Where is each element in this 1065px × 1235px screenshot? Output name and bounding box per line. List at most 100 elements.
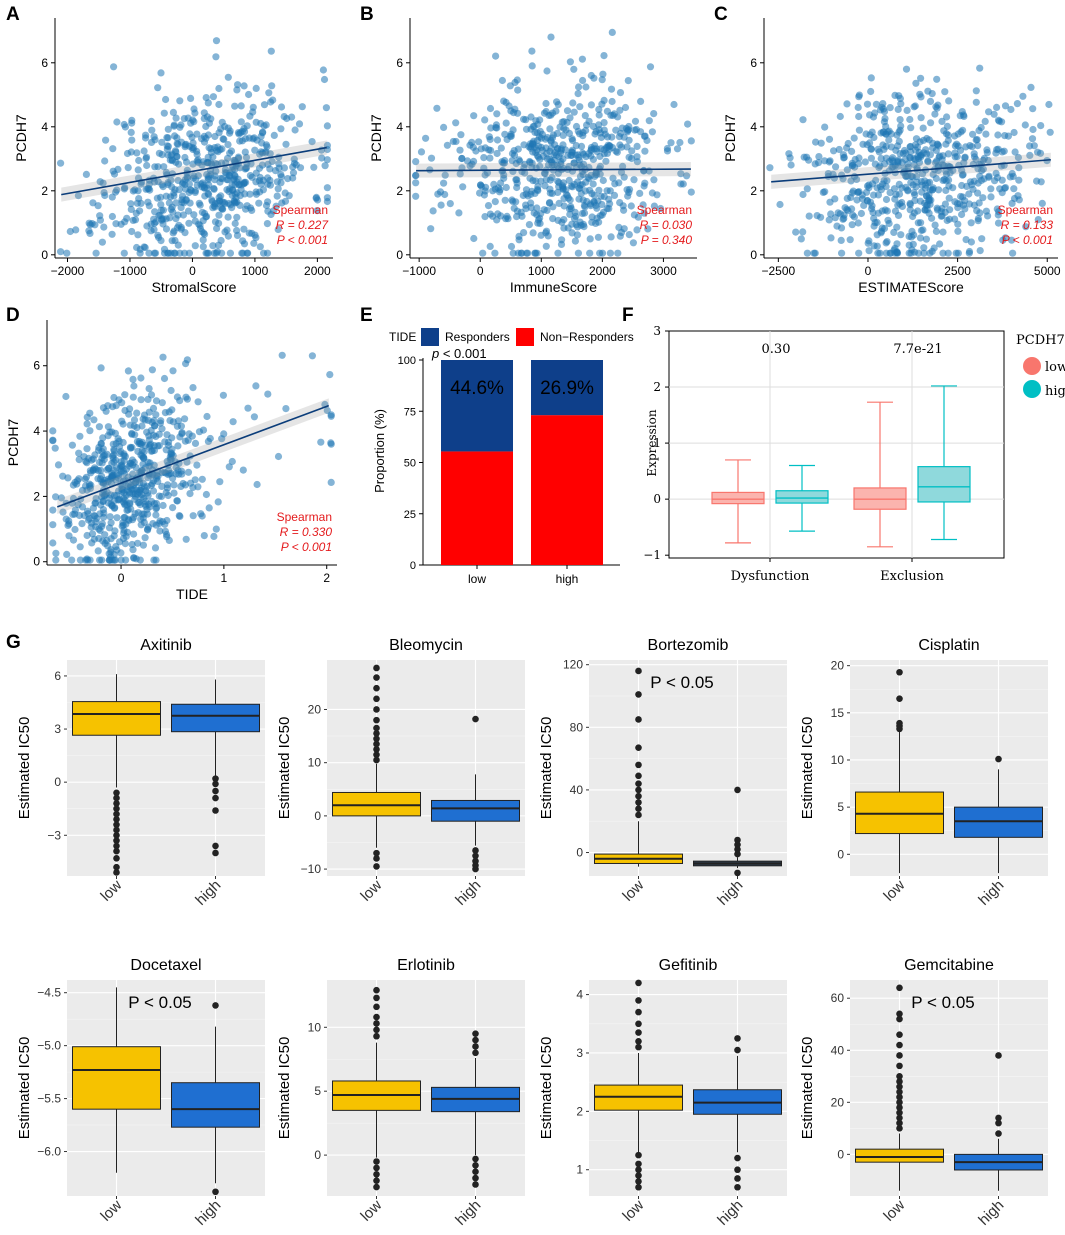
scatter-point xyxy=(49,539,57,547)
scatter-point xyxy=(576,218,584,226)
scatter-point xyxy=(630,176,638,184)
scatter-point xyxy=(827,210,835,218)
outlier-point xyxy=(113,821,120,828)
scatter-point xyxy=(157,193,165,201)
box-iqr xyxy=(171,1082,260,1128)
x-tick-label: 2000 xyxy=(589,264,616,278)
scatter-point xyxy=(218,435,226,443)
scatter-point xyxy=(994,219,1003,227)
scatter-point xyxy=(621,103,630,112)
scatter-point xyxy=(1013,100,1022,108)
scatter-point xyxy=(128,540,136,549)
scatter-point xyxy=(97,501,105,509)
scatter-point xyxy=(540,109,549,117)
scatter-point xyxy=(1010,128,1018,137)
outlier-point xyxy=(113,810,120,818)
scatter-point xyxy=(125,516,133,525)
scatter-point xyxy=(140,411,149,419)
scatter-point xyxy=(641,147,649,155)
scatter-point xyxy=(136,556,144,564)
scatter-point xyxy=(150,461,158,469)
scatter-point xyxy=(597,192,605,200)
scatter-point xyxy=(589,180,597,188)
scatter-point xyxy=(169,108,177,116)
scatter-point xyxy=(866,139,874,147)
scatter-point xyxy=(609,174,617,182)
scatter-point xyxy=(92,249,100,257)
scatter-point xyxy=(235,130,243,138)
scatter-point xyxy=(96,178,104,186)
scatter-point xyxy=(110,491,118,499)
scatter-point xyxy=(159,215,167,223)
scatter-point xyxy=(481,213,489,221)
panel-letter-e: E xyxy=(360,305,373,326)
scatter-point xyxy=(106,513,114,521)
outlier-point xyxy=(373,1020,380,1027)
f-x-tick-label: Exclusion xyxy=(880,569,944,584)
e-legend-swatch-non-responders xyxy=(516,328,534,346)
outlier-point xyxy=(635,1008,642,1016)
scatter-point xyxy=(240,128,249,136)
scatter-point xyxy=(932,227,941,235)
scatter-point xyxy=(598,76,606,84)
ic50-box-high xyxy=(693,786,782,877)
scatter-point xyxy=(553,98,561,106)
outlier-point xyxy=(734,846,741,853)
y-axis-label: Estimated IC50 xyxy=(276,1037,293,1140)
scatter-point xyxy=(550,161,558,169)
scatter-point xyxy=(1021,121,1029,129)
scatter-point xyxy=(181,415,189,423)
scatter-point xyxy=(165,199,173,207)
scatter-point xyxy=(189,116,197,124)
x-tick-label: low xyxy=(619,1197,647,1225)
outlier-point xyxy=(896,1099,903,1106)
scatter-point xyxy=(327,478,335,486)
x-tick-label: 3000 xyxy=(650,264,677,278)
scatter-point xyxy=(545,199,554,207)
scatter-point xyxy=(865,237,873,245)
ic50-box-low xyxy=(332,664,421,870)
scatter-point xyxy=(236,137,244,145)
scatter-point xyxy=(838,249,846,257)
scatter-point xyxy=(237,118,245,126)
outlier-point xyxy=(373,994,380,1002)
scatter-point xyxy=(267,47,275,55)
scatter-point xyxy=(517,208,525,216)
scatter-point xyxy=(1001,184,1010,192)
scatter-point xyxy=(687,137,695,145)
scatter-point xyxy=(256,173,264,182)
scatter-point xyxy=(848,147,856,155)
y-tick-label: 4 xyxy=(33,424,40,438)
scatter-point xyxy=(957,128,965,136)
scatter-point xyxy=(1007,105,1015,114)
scatter-point xyxy=(197,510,205,518)
scatter-point xyxy=(1011,148,1019,156)
drug-title: Erlotinib xyxy=(397,957,455,974)
scatter-point xyxy=(158,425,166,433)
scatter-point xyxy=(156,419,164,427)
scatter-point xyxy=(961,153,969,161)
outlier-point xyxy=(635,805,642,812)
scatter-point xyxy=(906,115,914,124)
scatter-point xyxy=(514,86,522,94)
scatter-point xyxy=(162,95,170,104)
scatter-point xyxy=(176,97,184,105)
stats-p: P < 0.001 xyxy=(277,233,328,247)
x-tick-label: high xyxy=(975,877,1007,909)
outlier-point xyxy=(896,668,903,676)
scatter-point xyxy=(980,154,989,162)
scatter-point xyxy=(134,166,142,174)
scatter-point xyxy=(970,177,978,185)
outlier-point xyxy=(373,706,380,713)
scatter-point xyxy=(510,204,518,212)
scatter-point xyxy=(427,154,436,162)
scatter-point xyxy=(98,556,106,564)
scatter-point xyxy=(880,177,888,185)
scatter-point xyxy=(553,129,562,137)
scatter-point xyxy=(101,531,109,539)
scatter-point xyxy=(83,413,91,421)
scatter-point xyxy=(110,63,118,71)
scatter-point xyxy=(138,447,146,455)
scatter-point xyxy=(196,201,204,209)
